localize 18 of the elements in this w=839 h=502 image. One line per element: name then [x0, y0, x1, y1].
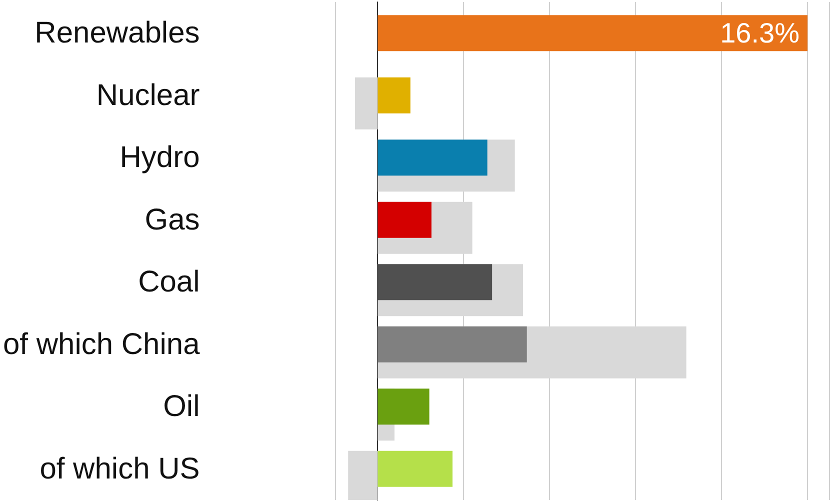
bar	[378, 202, 432, 238]
bar	[354, 77, 378, 130]
y-tick-label: Nuclear	[96, 78, 200, 112]
annotation: 16.3%	[720, 18, 800, 49]
bar	[378, 388, 430, 425]
y-tick-label: Gas	[144, 203, 200, 236]
bar	[378, 264, 492, 300]
bar	[378, 450, 453, 487]
bar	[378, 140, 488, 176]
y-tick-label: of which US	[40, 452, 200, 486]
y-tick-label: Coal	[138, 266, 200, 299]
y-tick-label: Hydro	[120, 141, 200, 174]
y-tick-label: Renewables	[34, 16, 200, 50]
bar	[378, 326, 527, 362]
y-tick-label: of which China	[2, 328, 200, 361]
bar	[378, 15, 808, 52]
y-tick-label: Oil	[163, 390, 200, 424]
bar	[378, 77, 410, 114]
